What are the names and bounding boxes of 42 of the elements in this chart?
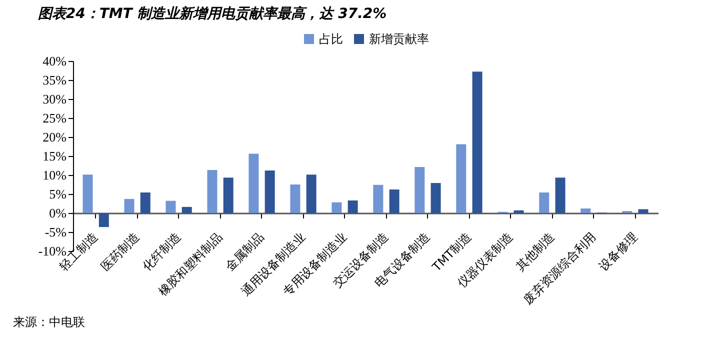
- bar: [539, 192, 550, 213]
- bar: [472, 72, 482, 213]
- y-tick-label: 20%: [42, 130, 67, 144]
- bar: [207, 170, 218, 213]
- source-note: 来源：中电联: [13, 315, 85, 329]
- legend-label: 新增贡献率: [369, 32, 429, 46]
- bar: [389, 189, 400, 213]
- bar: [580, 208, 591, 213]
- bar: [124, 198, 134, 213]
- bar: [82, 174, 93, 213]
- bar: [182, 206, 192, 213]
- y-tick-label: 25%: [42, 110, 67, 126]
- x-tick-label: 医药制造: [98, 230, 142, 274]
- y-tick-label: 0%: [49, 206, 67, 220]
- y-tick-label: 10%: [42, 168, 67, 182]
- bar: [248, 154, 259, 213]
- legend-label: 占比: [319, 32, 343, 46]
- bar: [456, 144, 466, 213]
- y-tick-label: 5%: [49, 186, 67, 202]
- bar: [430, 182, 441, 213]
- bar: [514, 210, 524, 213]
- bar: [166, 200, 176, 213]
- bar: [264, 170, 275, 213]
- bar: [223, 178, 234, 213]
- x-tick-label: 设备修理: [596, 230, 640, 274]
- y-tick-label: 40%: [42, 54, 67, 68]
- y-tick-label: 30%: [42, 92, 67, 106]
- bar: [555, 178, 566, 213]
- bar: [332, 202, 342, 213]
- y-tick-label: -10%: [38, 244, 67, 258]
- bar: [348, 200, 358, 213]
- bar: [638, 209, 648, 213]
- bar: [306, 174, 316, 213]
- chart-title: 图表24：TMT 制造业新增用电贡献率最高，达 37.2%: [38, 5, 387, 22]
- bar: [414, 167, 425, 213]
- bar: [140, 192, 150, 213]
- y-tick-label: -5%: [44, 224, 67, 240]
- y-tick-label: 35%: [42, 72, 67, 88]
- y-tick-label: 15%: [42, 148, 67, 164]
- bar: [373, 184, 384, 213]
- bar: [290, 184, 300, 213]
- bar: [98, 213, 109, 228]
